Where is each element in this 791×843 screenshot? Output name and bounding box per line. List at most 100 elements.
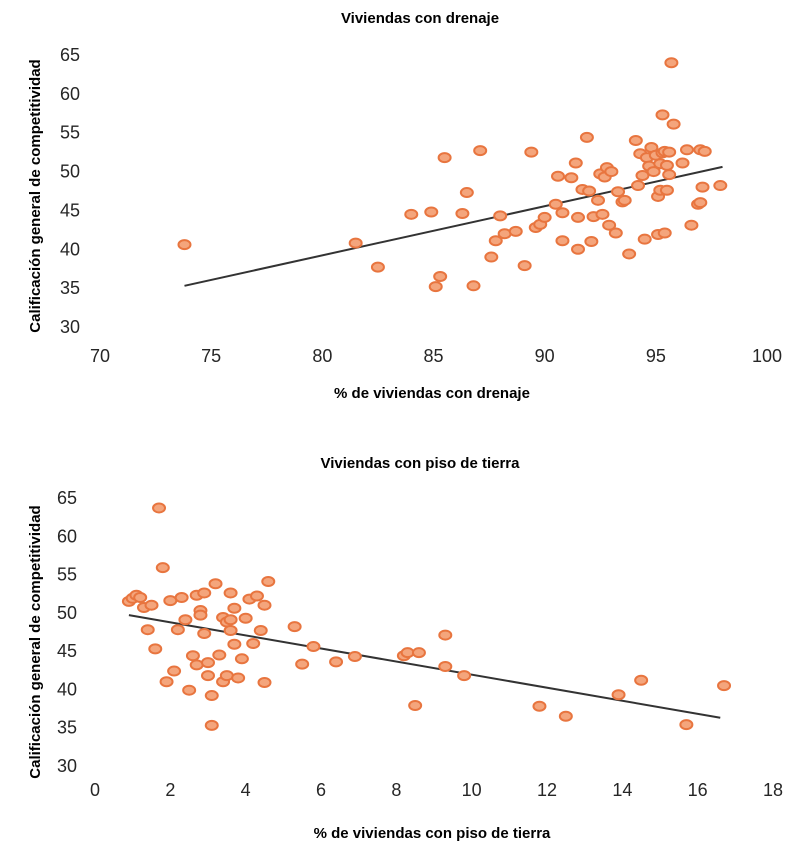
chart1-data-point bbox=[584, 236, 599, 248]
chart2-data-point bbox=[329, 656, 344, 668]
chart1-x-tick-label: 80 bbox=[312, 346, 332, 366]
chart2-data-point bbox=[189, 659, 204, 671]
chart2-data-point bbox=[227, 602, 242, 614]
chart2-data-point bbox=[532, 700, 547, 712]
chart1-data-point bbox=[370, 261, 385, 273]
chart1-x-tick-label: 75 bbox=[201, 346, 221, 366]
chart1-x-tick-label: 85 bbox=[423, 346, 443, 366]
chart1-y-tick-label: 30 bbox=[60, 317, 80, 337]
chart2-x-tick-label: 6 bbox=[316, 780, 326, 800]
chart1-data-point bbox=[466, 280, 481, 292]
chart2-data-point bbox=[634, 674, 649, 686]
chart1-data-point bbox=[455, 208, 470, 220]
chart2-data-point bbox=[408, 700, 423, 712]
chart2-data-point bbox=[223, 587, 238, 599]
chart1-y-tick-label: 65 bbox=[60, 45, 80, 65]
chart1-data-point bbox=[548, 198, 563, 210]
chart2-data-point bbox=[249, 590, 264, 602]
chart1-data-point bbox=[537, 211, 552, 223]
chart2-data-point bbox=[306, 641, 321, 653]
chart2-x-axis-label: % de viviendas con piso de tierra bbox=[314, 825, 551, 842]
chart2-data-point bbox=[204, 719, 219, 731]
chart2-data-point bbox=[223, 624, 238, 636]
chart1-y-tick-label: 50 bbox=[60, 162, 80, 182]
chart2-x-tick-label: 12 bbox=[537, 780, 557, 800]
chart2-data-point bbox=[246, 637, 261, 649]
chart1-data-point bbox=[637, 233, 652, 245]
chart2-x-tick-label: 18 bbox=[763, 780, 783, 800]
chart1-data-point bbox=[484, 251, 499, 263]
chart1-data-point bbox=[524, 146, 539, 158]
chart1-data-point bbox=[655, 109, 670, 121]
chart2-data-point bbox=[148, 643, 163, 655]
chart1-data-point bbox=[622, 248, 637, 260]
chart1-data-point bbox=[473, 145, 488, 157]
chart1-data-point bbox=[684, 219, 699, 231]
chart2-data-point bbox=[219, 670, 234, 682]
chart1-y-tick-label: 35 bbox=[60, 278, 80, 298]
chart1-y-tick-label: 55 bbox=[60, 123, 80, 143]
chart1-data-point bbox=[631, 180, 646, 192]
chart1-data-point bbox=[693, 197, 708, 209]
chart2-data-point bbox=[287, 621, 302, 633]
chart1-data-point bbox=[695, 181, 710, 193]
chart1-data-point bbox=[428, 281, 443, 293]
chart1-data-point bbox=[437, 152, 452, 164]
chart2-data-point bbox=[227, 638, 242, 650]
chart1-x-tick-label: 95 bbox=[646, 346, 666, 366]
chart1-data-point bbox=[666, 118, 681, 130]
chart2-x-tick-label: 16 bbox=[688, 780, 708, 800]
chart2-data-point bbox=[193, 609, 208, 621]
chart2-data-point bbox=[133, 592, 148, 604]
chart2-data-point bbox=[201, 670, 215, 682]
chart1-data-point bbox=[628, 134, 643, 146]
chart2-data-point bbox=[234, 653, 249, 665]
chart2-data-point bbox=[182, 684, 197, 696]
chart1-data-point bbox=[571, 243, 586, 255]
chart2-data-point bbox=[438, 660, 453, 672]
chart2-x-tick-label: 14 bbox=[612, 780, 632, 800]
chart1-data-point bbox=[608, 227, 623, 239]
chart1-data-point bbox=[177, 239, 192, 251]
chart1-data-point bbox=[591, 194, 606, 206]
chart2-data-point bbox=[438, 629, 453, 641]
chart1-data-point bbox=[551, 170, 566, 182]
chart1-data-point bbox=[679, 144, 694, 156]
chart2-data-point bbox=[347, 651, 362, 663]
chart1-title: Viviendas con drenaje bbox=[341, 10, 499, 27]
chart1-data-point bbox=[493, 210, 508, 222]
chart2-x-tick-label: 0 bbox=[90, 780, 100, 800]
chart1-y-axis-label: Calificación general de competitividad bbox=[27, 59, 44, 332]
chart1-data-point bbox=[662, 146, 677, 158]
chart1-x-tick-label: 100 bbox=[752, 346, 782, 366]
chart2-data-point bbox=[167, 665, 182, 677]
chart1-data-point bbox=[675, 157, 690, 169]
chart1-data-point bbox=[564, 172, 579, 184]
chart2-y-tick-label: 45 bbox=[57, 641, 77, 661]
chart2-data-point bbox=[174, 592, 189, 604]
chart2-y-tick-label: 50 bbox=[57, 603, 77, 623]
chart1-data-point bbox=[508, 225, 523, 237]
chart1-data-point bbox=[348, 237, 363, 249]
chart1-data-point bbox=[404, 208, 419, 220]
chart2-data-point bbox=[231, 672, 246, 684]
chart2-data-point bbox=[400, 647, 415, 659]
chart2-data-point bbox=[197, 628, 212, 640]
chart1-x-axis-label: % de viviendas con drenaje bbox=[334, 385, 530, 402]
chart2-y-tick-label: 60 bbox=[57, 526, 77, 546]
chart1-y-tick-label: 60 bbox=[60, 84, 80, 104]
chart2-data-point bbox=[144, 599, 159, 611]
chart1-data-point bbox=[433, 270, 448, 282]
chart1-data-point bbox=[424, 206, 439, 218]
chart2-x-tick-label: 4 bbox=[241, 780, 251, 800]
chart1-data-point bbox=[713, 180, 728, 192]
chart2-data-point bbox=[159, 676, 174, 688]
chart1-data-point bbox=[579, 131, 594, 143]
chart1-x-tick-label: 90 bbox=[535, 346, 555, 366]
chart2-y-tick-label: 35 bbox=[57, 718, 77, 738]
chart1-data-point bbox=[697, 145, 712, 157]
chart2-data-point bbox=[208, 578, 223, 590]
chart2-data-point bbox=[457, 670, 472, 682]
chart1-data-point bbox=[555, 207, 570, 219]
chart2-y-axis-label: Calificación general de competitividad bbox=[27, 505, 44, 778]
